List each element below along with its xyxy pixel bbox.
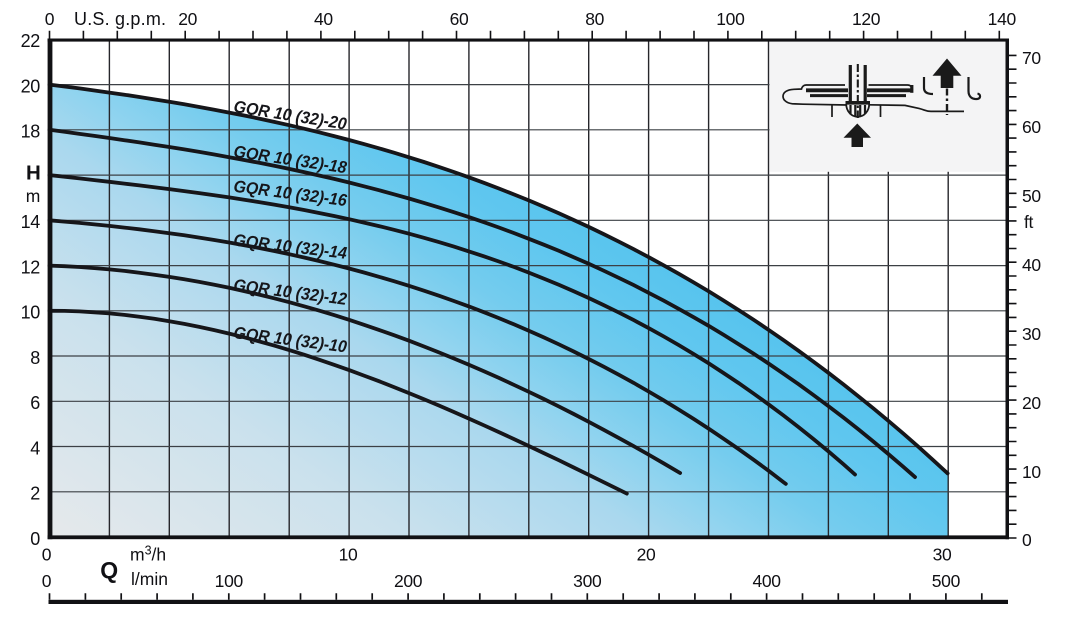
svg-text:20: 20 <box>637 545 656 565</box>
svg-text:2: 2 <box>30 484 40 504</box>
svg-text:400: 400 <box>752 571 781 591</box>
svg-text:0: 0 <box>30 529 40 549</box>
svg-text:0: 0 <box>42 571 52 591</box>
svg-text:14: 14 <box>21 212 41 232</box>
svg-text:4: 4 <box>30 438 40 458</box>
svg-text:100: 100 <box>716 9 745 29</box>
svg-text:140: 140 <box>988 9 1017 29</box>
svg-text:H: H <box>26 162 41 185</box>
svg-text:l/min: l/min <box>131 569 168 589</box>
svg-text:100: 100 <box>215 571 244 591</box>
svg-text:40: 40 <box>1022 255 1041 275</box>
svg-text:0: 0 <box>42 545 52 565</box>
svg-text:m: m <box>26 186 40 206</box>
svg-text:50: 50 <box>1022 186 1041 206</box>
svg-text:22: 22 <box>21 31 41 51</box>
svg-text:12: 12 <box>21 257 41 277</box>
svg-text:60: 60 <box>450 9 469 29</box>
svg-text:500: 500 <box>932 571 961 591</box>
svg-text:U.S. g.p.m.: U.S. g.p.m. <box>74 9 166 29</box>
svg-text:40: 40 <box>314 9 333 29</box>
svg-text:m3/h: m3/h <box>130 544 166 565</box>
svg-text:18: 18 <box>21 122 41 142</box>
svg-text:20: 20 <box>21 76 41 96</box>
svg-text:10: 10 <box>1022 462 1041 482</box>
svg-text:80: 80 <box>585 9 604 29</box>
svg-text:120: 120 <box>852 9 881 29</box>
svg-text:70: 70 <box>1022 48 1041 68</box>
svg-text:60: 60 <box>1022 117 1041 137</box>
svg-text:30: 30 <box>1022 324 1041 344</box>
svg-text:0: 0 <box>45 9 55 29</box>
svg-text:6: 6 <box>30 393 40 413</box>
svg-text:ft: ft <box>1024 212 1034 232</box>
svg-text:20: 20 <box>178 9 197 29</box>
svg-text:10: 10 <box>21 303 41 323</box>
svg-text:30: 30 <box>933 545 952 565</box>
svg-text:Q: Q <box>100 557 118 583</box>
svg-text:0: 0 <box>1022 530 1032 550</box>
svg-text:200: 200 <box>394 571 423 591</box>
svg-text:10: 10 <box>339 545 358 565</box>
svg-text:20: 20 <box>1022 393 1041 413</box>
svg-text:8: 8 <box>30 348 40 368</box>
svg-text:300: 300 <box>573 571 602 591</box>
